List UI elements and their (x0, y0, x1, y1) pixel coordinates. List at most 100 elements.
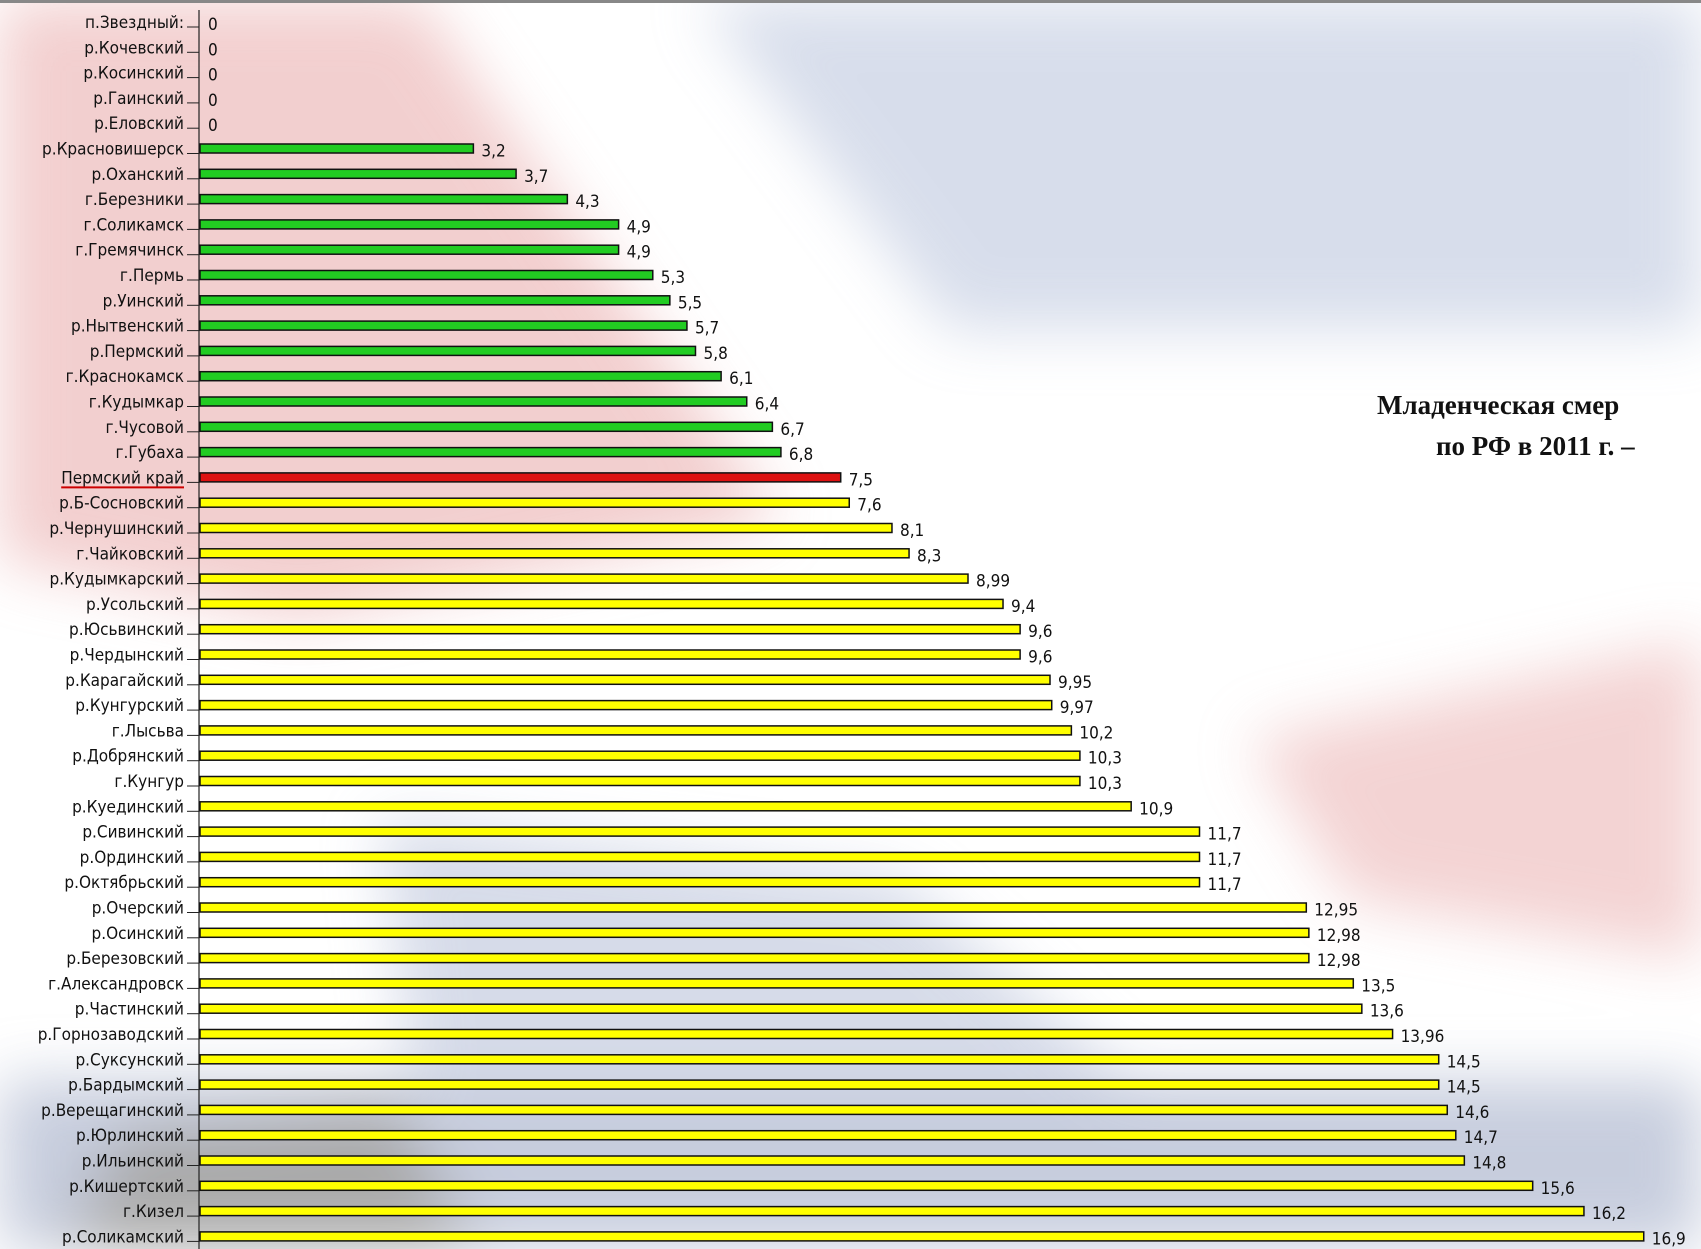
y-tick-label: р.Гаинский (93, 89, 184, 109)
value-label: 5,7 (695, 319, 719, 339)
bar (199, 370, 722, 382)
bar (199, 1205, 1585, 1217)
y-tick-label: г.Соликамск (84, 215, 184, 235)
y-tick-label: г.Пермь (120, 266, 184, 286)
bar (199, 978, 1355, 989)
bar (199, 1155, 1466, 1166)
value-label: 14,8 (1472, 1154, 1506, 1174)
value-label: 0 (208, 116, 218, 136)
value-label: 0 (208, 40, 218, 60)
value-label: 9,6 (1028, 648, 1052, 668)
value-label: 5,5 (678, 293, 702, 313)
y-tick-label: р.Кишертский (69, 1177, 184, 1197)
bar (199, 927, 1310, 939)
y-tick-label: р.Сивинский (82, 823, 184, 843)
bar (199, 1180, 1534, 1192)
bar (199, 1054, 1440, 1065)
bar (199, 143, 475, 154)
y-tick-label: р.Юрлинский (76, 1126, 184, 1146)
value-label: 14,5 (1447, 1052, 1481, 1072)
bar (199, 902, 1308, 913)
bar (199, 497, 851, 508)
value-label: 10,2 (1079, 723, 1113, 743)
value-label: 4,3 (575, 192, 599, 212)
bar (199, 1231, 1645, 1242)
value-label: 9,95 (1058, 673, 1092, 693)
value-label: 12,98 (1317, 926, 1361, 946)
y-tick-label: р.Чернушинский (49, 519, 184, 539)
value-label: 5,3 (661, 268, 685, 288)
bar (199, 649, 1021, 660)
y-tick-label: р.Оханский (91, 165, 184, 185)
y-tick-label: р.Частинский (75, 1000, 184, 1020)
y-tick-label: г.Губаха (116, 443, 185, 463)
y-tick-label: р.Соликамский (62, 1227, 184, 1247)
y-tick-label: р.Б-Сосновский (59, 494, 184, 514)
value-label: 11,7 (1208, 875, 1242, 895)
annotation-line: по РФ в 2011 г. – (1436, 431, 1635, 461)
y-tick-label: р.Усольский (86, 595, 184, 615)
y-tick-label: р.Еловский (94, 114, 184, 134)
bar (199, 168, 517, 180)
y-tick-label: р.Верещагинский (41, 1101, 184, 1121)
y-tick-label: р.Октябрьский (64, 873, 184, 893)
bar (199, 598, 1004, 610)
y-tick-label: г.Чусовой (106, 418, 185, 438)
value-label: 13,6 (1370, 1002, 1404, 1022)
y-tick-label: г.Краснокамск (66, 367, 184, 387)
y-tick-label: р.Березовский (66, 949, 184, 969)
bar (199, 193, 569, 205)
value-label: 13,96 (1401, 1027, 1445, 1047)
y-tick-label: р.Юсьвинский (69, 620, 184, 640)
y-tick-label: р.Уинский (103, 291, 184, 311)
bar (199, 851, 1201, 863)
y-tick-label: р.Кудымкарский (49, 570, 184, 590)
y-tick-label: р.Бардымский (68, 1076, 184, 1096)
bar (199, 1129, 1457, 1141)
y-tick-label: р.Ординский (80, 848, 184, 868)
value-label: 8,1 (900, 521, 924, 541)
y-tick-label: г.Березники (85, 190, 184, 210)
y-tick-label: г.Чайковский (76, 544, 184, 564)
bar (199, 446, 782, 458)
value-label: 9,6 (1028, 622, 1052, 642)
y-tick-label: р.Чердынский (70, 646, 184, 666)
y-tick-label: р.Кунгурский (75, 696, 184, 716)
value-label: 0 (208, 91, 218, 111)
bar (199, 522, 893, 534)
value-label: 10,9 (1139, 799, 1173, 819)
y-tick-label: р.Добрянский (72, 747, 184, 767)
y-tick-label: р.Нытвенский (71, 317, 184, 337)
value-label: 0 (208, 15, 218, 35)
value-label: 3,2 (481, 142, 505, 162)
value-label: 12,95 (1314, 901, 1358, 921)
bar (199, 219, 620, 230)
bar (199, 952, 1310, 964)
value-label: 7,5 (849, 470, 873, 490)
bar (199, 775, 1081, 787)
value-label: 6,4 (755, 395, 779, 415)
bar (199, 826, 1201, 837)
value-label: 11,7 (1208, 850, 1242, 870)
y-tick-label: п.Звездный: (85, 13, 184, 33)
y-tick-label: г.Кизел (123, 1202, 184, 1222)
value-label: 14,6 (1455, 1103, 1489, 1123)
y-tick-label: р.Ильинский (82, 1152, 184, 1172)
value-label: 4,9 (627, 217, 651, 237)
y-tick-label: г.Гремячинск (75, 241, 184, 261)
annotation-line: Младенческая смер (1377, 390, 1619, 420)
bar (199, 548, 910, 559)
bar (199, 396, 748, 407)
bar (199, 801, 1132, 812)
value-label: 3,7 (524, 167, 548, 187)
top-border (0, 0, 1701, 3)
y-tick-label: Пермский край (61, 468, 184, 488)
annotation: Младенческая смер по РФ в 2011 г. – (1377, 390, 1635, 461)
value-label: 8,99 (976, 572, 1010, 592)
bar (199, 472, 842, 483)
bar (199, 295, 671, 306)
bar (199, 1003, 1363, 1014)
y-tick-label: р.Красновишерск (42, 140, 184, 160)
